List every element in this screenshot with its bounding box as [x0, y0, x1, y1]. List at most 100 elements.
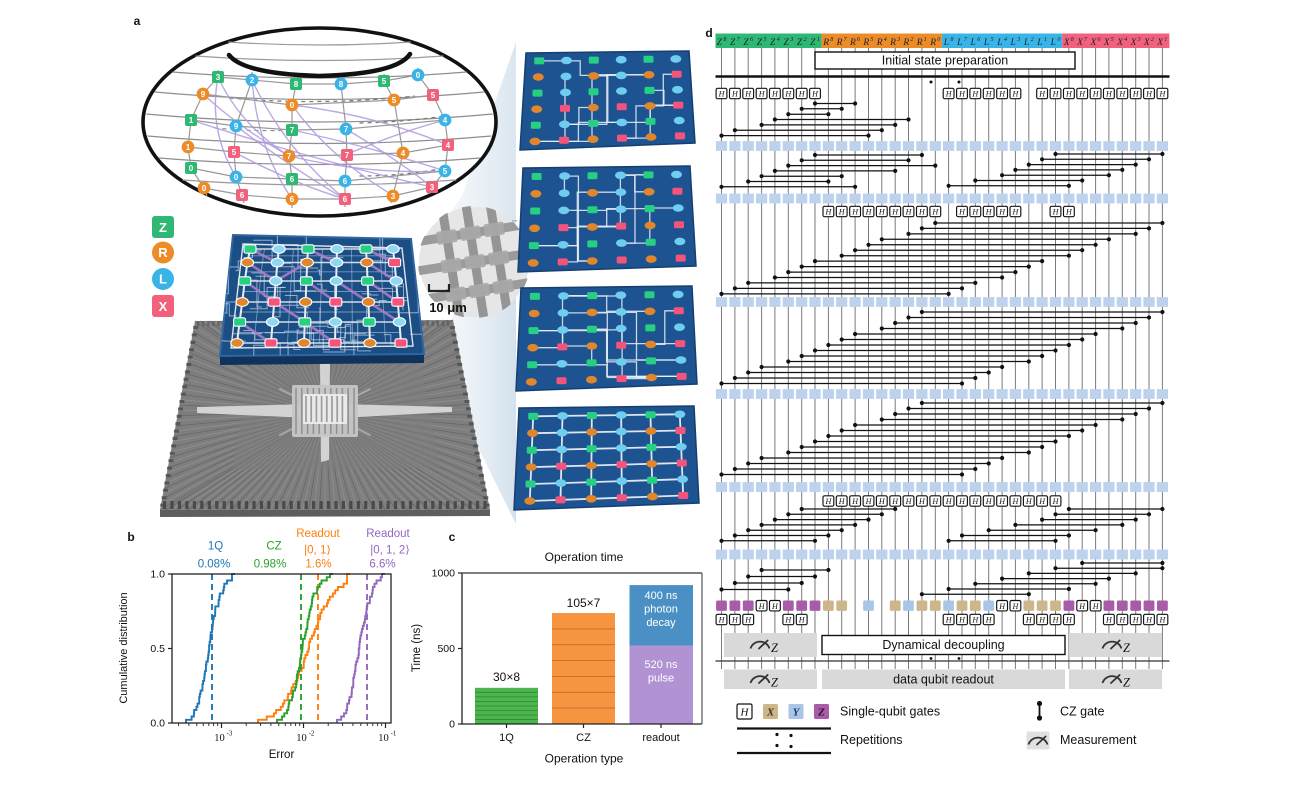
svg-text:R: R: [876, 38, 883, 48]
svg-text:H: H: [971, 616, 979, 625]
svg-text:H: H: [931, 208, 939, 217]
svg-text:1.6%: 1.6%: [305, 559, 331, 571]
svg-text:7: 7: [737, 37, 741, 43]
svg-text:H: H: [771, 90, 779, 99]
svg-text:7: 7: [345, 151, 350, 160]
svg-text:L: L: [1050, 38, 1056, 48]
svg-text:Z: Z: [1123, 641, 1131, 655]
svg-text:1: 1: [1164, 37, 1167, 43]
svg-text:H: H: [1132, 90, 1140, 99]
svg-text:H: H: [811, 90, 819, 99]
svg-text:H: H: [985, 208, 993, 217]
svg-text:R: R: [158, 245, 168, 260]
svg-text:H: H: [1052, 90, 1060, 99]
svg-text:H: H: [1012, 602, 1020, 611]
svg-text:H: H: [998, 208, 1006, 217]
svg-text:4: 4: [446, 141, 451, 150]
svg-text:Repetitions: Repetitions: [840, 733, 903, 747]
svg-text:L: L: [1010, 38, 1016, 48]
svg-text:H: H: [998, 602, 1006, 611]
svg-text:5: 5: [443, 167, 448, 176]
svg-text:H: H: [1065, 208, 1073, 217]
svg-text:H: H: [1145, 90, 1153, 99]
svg-text:Z: Z: [770, 38, 776, 48]
svg-text:X: X: [1063, 38, 1071, 48]
svg-text:0.5: 0.5: [150, 643, 165, 655]
svg-text:H: H: [1052, 208, 1060, 217]
svg-text:6: 6: [343, 177, 348, 186]
svg-text:9: 9: [234, 122, 239, 131]
svg-text:|0, 1, 2⟩: |0, 1, 2⟩: [370, 544, 409, 557]
svg-text:Z: Z: [771, 676, 779, 690]
svg-text:Y: Y: [793, 707, 801, 719]
svg-text:H: H: [744, 90, 752, 99]
svg-text:Z: Z: [771, 641, 779, 655]
svg-text:6.6%: 6.6%: [369, 559, 395, 571]
svg-text:0: 0: [937, 37, 940, 43]
svg-text:H: H: [1025, 497, 1033, 506]
svg-text:5: 5: [232, 148, 237, 157]
svg-text:Measurement: Measurement: [1060, 733, 1137, 747]
svg-text:Initial state preparation: Initial state preparation: [882, 54, 1009, 68]
svg-text:H: H: [1118, 90, 1126, 99]
svg-text:1Q: 1Q: [499, 732, 514, 744]
svg-text:H: H: [971, 90, 979, 99]
svg-text:L: L: [1023, 38, 1029, 48]
svg-text:8: 8: [294, 80, 299, 89]
svg-text:5: 5: [991, 37, 994, 43]
svg-text:5: 5: [764, 37, 767, 43]
svg-text:R: R: [862, 38, 869, 48]
svg-text:H: H: [878, 497, 886, 506]
svg-text:3: 3: [789, 37, 793, 43]
svg-text:H: H: [945, 497, 953, 506]
svg-text:Cumulative distribution: Cumulative distribution: [118, 592, 130, 703]
svg-text:X: X: [1103, 38, 1111, 48]
svg-text:10: 10: [214, 733, 225, 744]
svg-text:L: L: [943, 38, 949, 48]
svg-text:H: H: [731, 616, 739, 625]
svg-text:H: H: [1118, 616, 1126, 625]
svg-text:H: H: [985, 616, 993, 625]
svg-text:H: H: [798, 616, 806, 625]
svg-text:8: 8: [723, 37, 726, 43]
svg-text:2: 2: [1031, 37, 1034, 43]
svg-text:1Q: 1Q: [208, 541, 223, 553]
svg-text:X: X: [1143, 38, 1151, 48]
svg-text:6: 6: [343, 195, 348, 204]
svg-text:c: c: [449, 530, 456, 544]
svg-text:1: 1: [1044, 37, 1047, 43]
svg-text:Operation time: Operation time: [545, 550, 624, 564]
svg-text:Z: Z: [757, 38, 763, 48]
svg-text:R: R: [822, 38, 829, 48]
svg-text:Time (ns): Time (ns): [411, 624, 423, 672]
svg-text:7: 7: [287, 152, 292, 161]
svg-text:3: 3: [216, 73, 221, 82]
svg-text:H: H: [1159, 616, 1167, 625]
svg-text:H: H: [771, 602, 779, 611]
svg-text:CZ gate: CZ gate: [1060, 705, 1105, 719]
svg-text:H: H: [1012, 497, 1020, 506]
svg-text:6: 6: [290, 195, 295, 204]
svg-text:H: H: [945, 616, 953, 625]
svg-text:H: H: [838, 208, 846, 217]
svg-text:Dynamical decoupling: Dynamical decoupling: [882, 638, 1004, 652]
svg-text:-1: -1: [391, 730, 397, 738]
svg-text:2: 2: [804, 37, 807, 43]
svg-text:H: H: [918, 497, 926, 506]
svg-text:H: H: [1038, 90, 1046, 99]
svg-text:8: 8: [1071, 37, 1074, 43]
svg-text:0: 0: [234, 173, 239, 182]
svg-text:7: 7: [844, 37, 848, 43]
svg-text:H: H: [758, 90, 766, 99]
svg-text:Z: Z: [717, 38, 723, 48]
svg-text:Z: Z: [1123, 676, 1131, 690]
svg-text:a: a: [134, 14, 141, 28]
svg-text:d: d: [705, 26, 712, 40]
svg-text:0.08%: 0.08%: [198, 559, 231, 571]
svg-text:4: 4: [777, 36, 780, 43]
svg-text:H: H: [1012, 90, 1020, 99]
svg-text:6: 6: [240, 191, 245, 200]
svg-text:3: 3: [896, 37, 900, 43]
svg-text:H: H: [740, 707, 750, 719]
svg-text:2: 2: [910, 37, 913, 43]
